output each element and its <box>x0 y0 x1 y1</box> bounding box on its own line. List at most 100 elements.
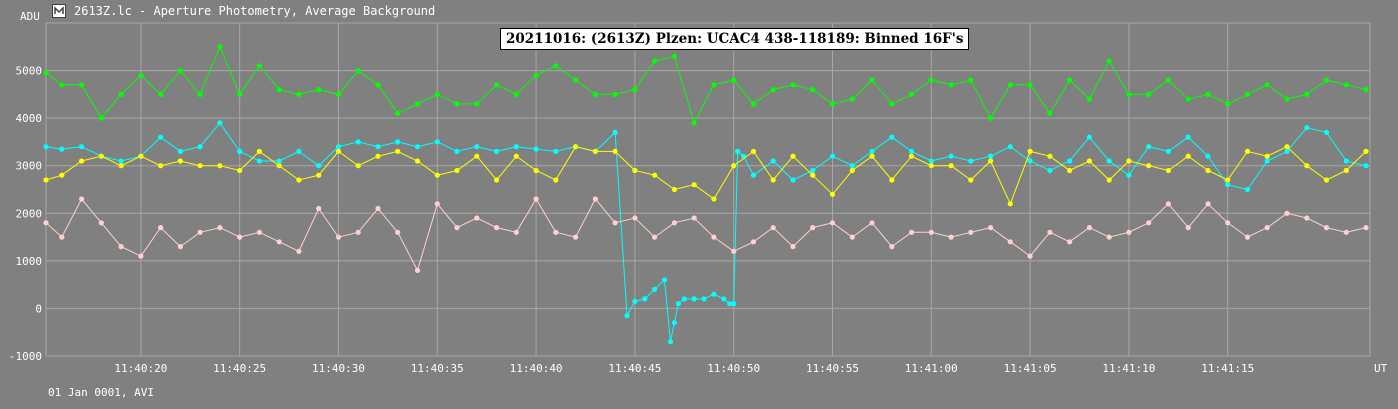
chart-title: 20211016: (2613Z) Plzen: UCAC4 438-11818… <box>500 28 970 50</box>
data-point-cyan <box>667 339 674 345</box>
data-point-cyan <box>1146 144 1152 150</box>
data-point-green <box>138 72 144 78</box>
data-point-yellow <box>177 158 183 164</box>
data-point-green <box>869 77 875 83</box>
data-point-yellow <box>711 196 717 202</box>
data-point-yellow <box>1086 158 1092 164</box>
y-tick-label: 0 <box>35 302 42 315</box>
data-point-green <box>454 101 460 107</box>
data-point-pink <box>790 244 796 250</box>
data-point-cyan <box>1106 158 1112 164</box>
data-point-yellow <box>355 163 361 169</box>
data-point-cyan <box>701 296 707 302</box>
data-point-pink <box>671 220 678 226</box>
data-point-green <box>335 91 342 97</box>
data-point-green <box>1363 87 1369 93</box>
data-point-yellow <box>810 172 816 178</box>
data-point-pink <box>1205 201 1211 207</box>
data-point-pink <box>98 220 104 226</box>
data-point-green <box>1205 91 1211 97</box>
data-point-green <box>296 91 302 97</box>
data-point-green <box>395 110 401 116</box>
data-point-cyan <box>1343 158 1349 164</box>
data-point-green <box>1047 110 1053 116</box>
data-point-pink <box>355 229 361 235</box>
data-point-cyan <box>624 313 630 319</box>
data-point-cyan <box>675 301 682 307</box>
data-point-yellow <box>889 177 895 183</box>
data-point-yellow <box>316 172 322 178</box>
x-tick-label: 11:40:20 <box>114 362 167 375</box>
data-point-yellow <box>237 167 243 174</box>
x-tick-label: 11:40:35 <box>411 362 464 375</box>
data-point-yellow <box>1225 177 1231 183</box>
data-point-green <box>1027 82 1033 88</box>
data-point-pink <box>395 229 401 235</box>
data-point-pink <box>1047 229 1053 235</box>
data-point-cyan <box>1086 134 1092 140</box>
data-point-pink <box>118 244 124 250</box>
data-point-cyan <box>513 144 519 150</box>
data-point-cyan <box>256 158 262 164</box>
data-point-pink <box>296 248 302 254</box>
data-point-yellow <box>414 158 421 164</box>
data-point-yellow <box>553 177 559 183</box>
data-point-cyan <box>711 291 717 297</box>
data-point-green <box>434 91 440 97</box>
data-point-pink <box>1126 229 1132 235</box>
data-point-cyan <box>316 163 322 169</box>
data-point-cyan <box>79 144 85 150</box>
data-point-green <box>276 87 282 93</box>
data-point-cyan <box>1284 148 1290 154</box>
data-point-green <box>731 77 737 83</box>
data-point-yellow <box>1323 177 1330 183</box>
data-point-green <box>158 91 164 97</box>
x-tick-label: 11:40:30 <box>312 362 365 375</box>
data-point-cyan <box>869 148 875 154</box>
data-point-yellow <box>59 172 65 178</box>
data-point-pink <box>316 205 322 212</box>
data-point-green <box>632 87 638 93</box>
data-point-cyan <box>1126 172 1132 178</box>
data-point-yellow <box>158 163 164 169</box>
data-point-cyan <box>375 144 381 150</box>
data-point-green <box>770 87 776 93</box>
data-point-yellow <box>1165 167 1171 174</box>
data-point-yellow <box>849 167 855 174</box>
footer-date-label: 01 Jan 0001, AVI <box>48 386 154 399</box>
data-point-pink <box>1146 220 1152 226</box>
data-point-yellow <box>1205 167 1211 174</box>
data-point-pink <box>1027 253 1033 259</box>
data-point-pink <box>612 220 618 226</box>
x-tick-label: 11:41:15 <box>1201 362 1254 375</box>
data-point-yellow <box>276 163 282 169</box>
data-point-cyan <box>474 144 480 150</box>
data-point-pink <box>1086 225 1092 231</box>
data-point-pink <box>810 225 816 231</box>
data-point-pink <box>177 244 183 250</box>
data-point-cyan <box>454 148 460 154</box>
series-line-yellow <box>45 146 1367 206</box>
data-point-pink <box>731 248 737 254</box>
window-title: 2613Z.lc - Aperture Photometry, Average … <box>74 4 436 18</box>
data-point-cyan <box>237 148 243 154</box>
data-point-pink <box>276 239 282 245</box>
data-point-pink <box>43 220 49 226</box>
data-point-cyan <box>1225 182 1231 188</box>
data-point-pink <box>59 234 65 240</box>
data-point-pink <box>869 220 875 226</box>
data-point-green <box>1225 101 1231 107</box>
data-point-yellow <box>335 148 342 154</box>
y-tick-label: 4000 <box>16 112 43 125</box>
data-point-yellow <box>43 177 49 183</box>
data-point-pink <box>158 225 164 231</box>
data-point-pink <box>1244 234 1251 240</box>
data-point-green <box>1304 91 1310 97</box>
data-point-cyan <box>1067 158 1073 164</box>
data-point-cyan <box>335 144 342 150</box>
data-point-green <box>849 96 855 102</box>
data-point-cyan <box>671 320 678 326</box>
data-point-green <box>928 77 934 83</box>
data-point-green <box>592 91 599 97</box>
data-point-green <box>1067 77 1073 83</box>
